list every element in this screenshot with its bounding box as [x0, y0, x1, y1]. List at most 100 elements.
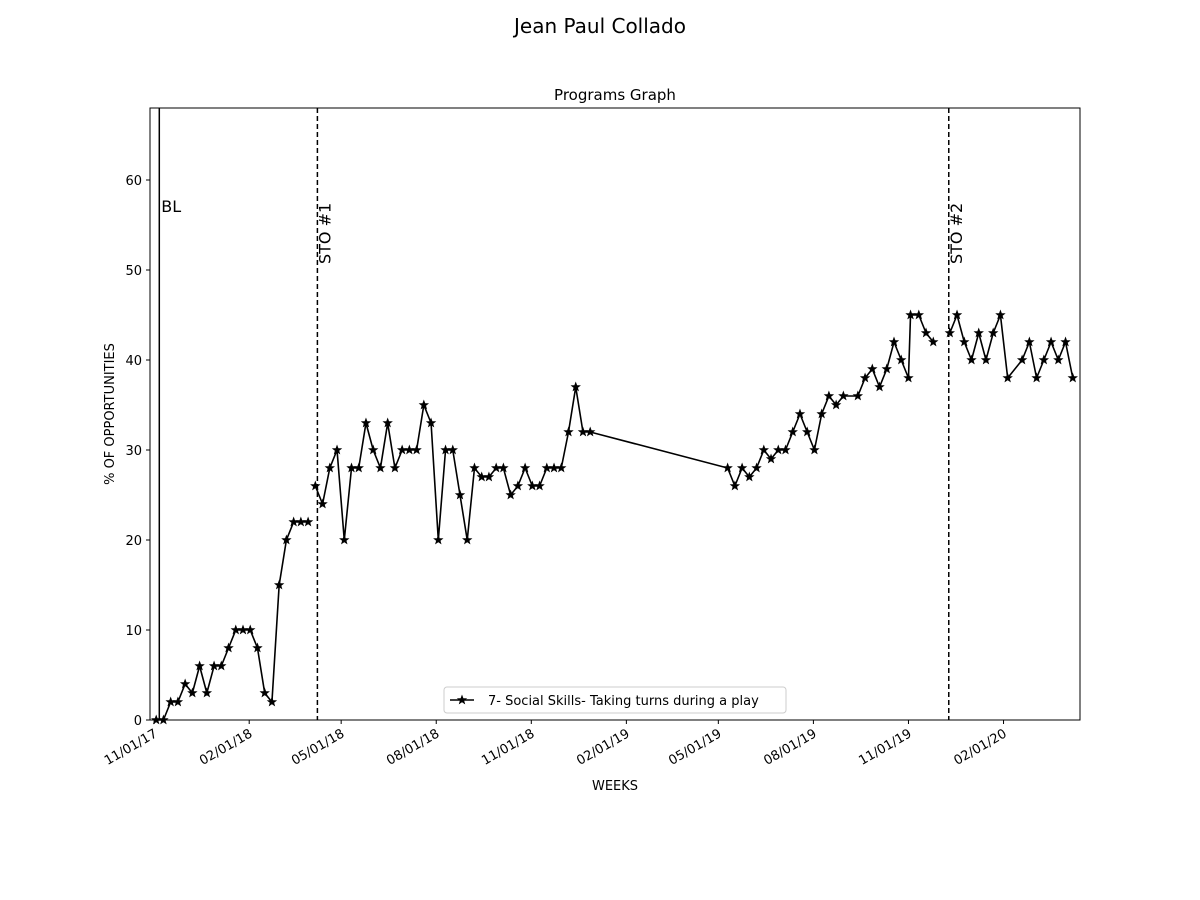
data-point — [483, 471, 495, 482]
chart-title: Programs Graph — [554, 86, 676, 104]
data-point — [859, 372, 871, 383]
series-line-1 — [156, 521, 309, 721]
data-point — [317, 498, 328, 509]
data-point — [903, 372, 914, 383]
data-point — [310, 480, 321, 491]
data-point — [1038, 354, 1050, 365]
data-point — [382, 417, 393, 428]
data-point — [816, 408, 827, 419]
data-point — [375, 462, 386, 473]
data-point — [295, 516, 307, 527]
x-tick-label: 08/01/18 — [384, 726, 442, 768]
data-point — [498, 462, 509, 473]
data-point — [223, 642, 234, 653]
data-point — [288, 516, 299, 527]
data-point — [1024, 336, 1035, 347]
x-axis-label: WEEKS — [592, 779, 638, 794]
data-point — [201, 687, 213, 698]
series-line-2 — [314, 314, 934, 541]
data-point — [787, 426, 798, 437]
data-point — [179, 678, 191, 689]
y-tick-label: 40 — [125, 354, 142, 369]
data-point — [966, 354, 977, 365]
data-point — [194, 660, 205, 671]
data-point — [353, 462, 364, 473]
data-point — [913, 309, 924, 320]
data-point — [905, 309, 916, 320]
y-axis-label: % OF OPPORTUNITIES — [103, 343, 118, 485]
phase-label-1: BL — [161, 197, 181, 216]
x-tick-label: 02/01/18 — [197, 726, 255, 768]
data-point — [1067, 372, 1078, 383]
data-point — [830, 399, 842, 410]
data-point — [411, 444, 422, 455]
data-point — [928, 336, 939, 347]
data-point — [389, 462, 401, 473]
data-point — [331, 444, 343, 455]
data-point — [920, 327, 932, 338]
data-point — [809, 444, 820, 455]
x-tick-label: 02/01/20 — [951, 726, 1009, 768]
data-point — [773, 444, 784, 455]
data-point — [462, 534, 473, 545]
data-point — [1031, 372, 1042, 383]
y-tick-label: 0 — [134, 714, 142, 729]
x-tick-label: 02/01/19 — [574, 726, 632, 768]
data-point — [505, 489, 516, 500]
data-point — [519, 462, 531, 473]
data-point — [273, 579, 285, 590]
data-point — [881, 363, 892, 374]
data-point — [237, 624, 249, 635]
data-point — [838, 390, 849, 401]
data-point — [951, 309, 963, 320]
data-point — [794, 408, 806, 419]
data-point — [324, 462, 335, 473]
legend-box — [443, 686, 787, 714]
data-point — [172, 696, 184, 707]
data-point — [944, 327, 955, 338]
x-tick-label: 05/01/19 — [666, 726, 724, 768]
data-point — [252, 642, 263, 653]
data-point — [988, 327, 999, 338]
data-point — [396, 444, 408, 455]
data-point — [888, 336, 900, 347]
x-tick-label: 11/01/17 — [102, 726, 160, 768]
data-point — [266, 696, 278, 707]
data-point — [368, 444, 379, 455]
data-point — [744, 471, 755, 482]
y-tick-label: 50 — [125, 264, 142, 279]
data-point — [490, 462, 502, 473]
data-point — [418, 399, 430, 410]
data-point — [281, 534, 292, 545]
data-point — [780, 444, 791, 455]
data-point — [1053, 354, 1064, 365]
data-point — [425, 417, 437, 428]
data-point — [823, 390, 835, 401]
data-point — [995, 309, 1006, 320]
data-point — [165, 696, 176, 707]
data-point — [447, 444, 458, 455]
data-point — [563, 426, 574, 437]
y-tick-label: 10 — [125, 624, 142, 639]
data-point — [259, 687, 270, 698]
data-point — [874, 381, 885, 392]
series-line-3 — [949, 312, 1074, 381]
data-point — [454, 489, 466, 500]
legend-marker — [456, 694, 468, 705]
data-point — [548, 462, 560, 473]
data-point — [896, 354, 907, 365]
y-tick-label: 60 — [125, 174, 142, 189]
data-point — [867, 363, 878, 374]
data-point — [1045, 336, 1057, 347]
data-point — [433, 534, 444, 545]
data-point — [230, 624, 241, 635]
data-point — [512, 480, 524, 491]
data-point — [360, 417, 372, 428]
y-tick-label: 20 — [125, 534, 142, 549]
data-point — [729, 480, 741, 491]
data-point — [585, 426, 596, 437]
data-point — [577, 426, 589, 437]
data-point — [216, 660, 227, 671]
data-point — [1016, 354, 1028, 365]
